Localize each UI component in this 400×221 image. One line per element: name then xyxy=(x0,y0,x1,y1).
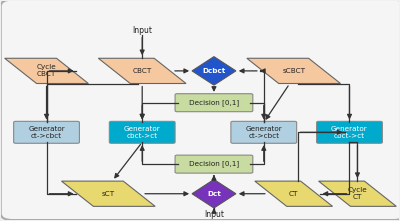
Text: Generator
ct->cbct: Generator ct->cbct xyxy=(246,126,282,139)
FancyBboxPatch shape xyxy=(175,94,253,112)
Polygon shape xyxy=(255,181,332,206)
Text: Input: Input xyxy=(132,26,152,35)
Text: CT: CT xyxy=(289,191,298,197)
Text: Cycle
CT: Cycle CT xyxy=(348,187,367,200)
Text: Dct: Dct xyxy=(207,191,221,197)
Text: sCBCT: sCBCT xyxy=(282,68,305,74)
Polygon shape xyxy=(318,181,396,206)
Text: Input: Input xyxy=(204,210,224,219)
FancyBboxPatch shape xyxy=(14,121,80,143)
Text: Generator
cbct->ct: Generator cbct->ct xyxy=(124,126,160,139)
Text: Generator
ct->cbct: Generator ct->cbct xyxy=(28,126,65,139)
FancyBboxPatch shape xyxy=(316,121,382,143)
Polygon shape xyxy=(192,57,236,85)
Text: CBCT: CBCT xyxy=(132,68,152,74)
Text: Cycle
CBCT: Cycle CBCT xyxy=(37,64,56,77)
FancyBboxPatch shape xyxy=(175,155,253,173)
Text: Generator
cbct->ct: Generator cbct->ct xyxy=(331,126,368,139)
FancyBboxPatch shape xyxy=(109,121,175,143)
Polygon shape xyxy=(98,58,186,84)
FancyBboxPatch shape xyxy=(231,121,297,143)
Text: Dcbct: Dcbct xyxy=(202,68,226,74)
Text: Decision [0,1]: Decision [0,1] xyxy=(189,99,239,106)
Polygon shape xyxy=(192,179,236,208)
Polygon shape xyxy=(5,58,88,84)
Polygon shape xyxy=(247,58,340,84)
Text: sCT: sCT xyxy=(102,191,115,197)
Polygon shape xyxy=(62,181,155,206)
Text: Decision [0,1]: Decision [0,1] xyxy=(189,161,239,168)
